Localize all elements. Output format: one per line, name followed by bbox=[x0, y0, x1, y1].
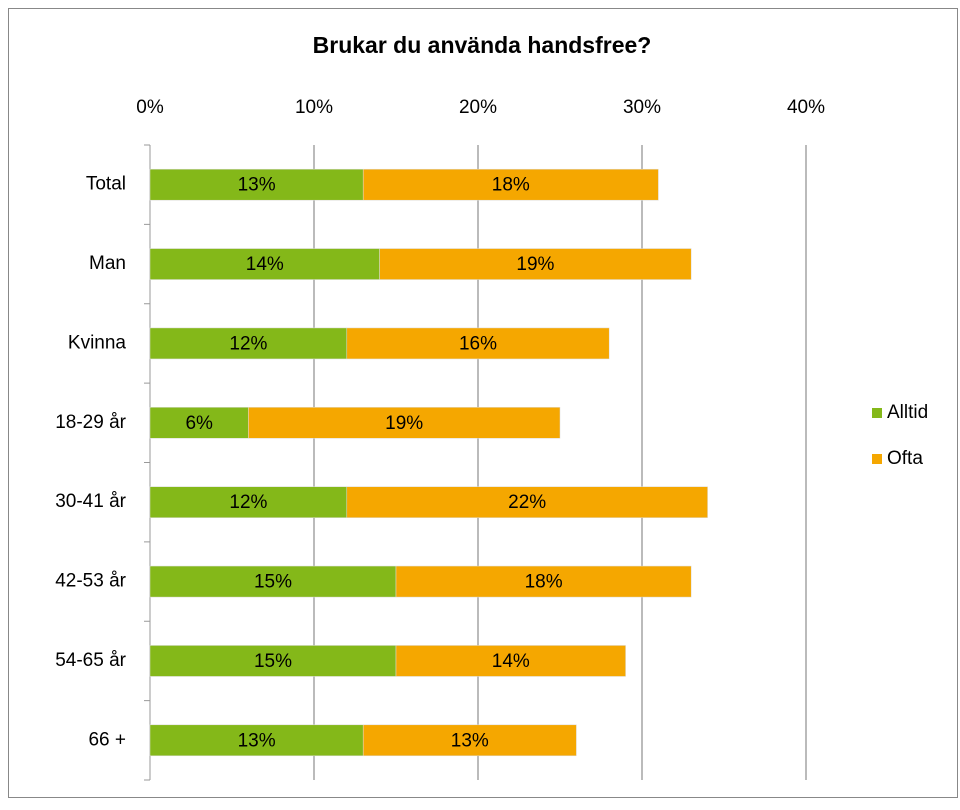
bar-segment bbox=[248, 407, 561, 439]
legend-swatch bbox=[872, 408, 882, 418]
bar-segment bbox=[379, 248, 692, 280]
data-label: 15% bbox=[254, 572, 292, 593]
bar-segment bbox=[395, 645, 626, 677]
data-label: 15% bbox=[254, 651, 292, 672]
data-label: 13% bbox=[451, 730, 489, 751]
legend-label: Alltid bbox=[887, 402, 928, 423]
y-tick-label: Kvinna bbox=[68, 332, 127, 353]
bar-segment bbox=[149, 486, 348, 518]
data-label: 14% bbox=[246, 254, 284, 275]
x-tick-label: 40% bbox=[787, 97, 825, 118]
legend-swatch bbox=[872, 454, 882, 464]
data-label: 19% bbox=[385, 413, 423, 434]
data-label: 6% bbox=[185, 413, 213, 434]
y-tick-label: Total bbox=[86, 174, 126, 195]
data-label: 19% bbox=[516, 254, 554, 275]
bar-segment bbox=[362, 724, 577, 757]
data-label: 12% bbox=[229, 333, 267, 354]
y-tick-label: 30-41 år bbox=[55, 491, 126, 512]
chart-border bbox=[8, 8, 958, 798]
y-tick-label: 42-53 år bbox=[55, 571, 126, 592]
y-tick-label: 66 + bbox=[88, 729, 126, 750]
data-label: 16% bbox=[459, 333, 497, 354]
data-label: 22% bbox=[508, 492, 546, 513]
x-tick-label: 30% bbox=[623, 97, 661, 118]
x-tick-label: 20% bbox=[459, 97, 497, 118]
legend-label: Ofta bbox=[887, 448, 923, 469]
bar-segment bbox=[149, 645, 397, 677]
bar-segment bbox=[346, 486, 708, 518]
bar-segment bbox=[395, 565, 692, 598]
data-label: 14% bbox=[492, 651, 530, 672]
bar-segment bbox=[362, 168, 659, 201]
bar-segment bbox=[149, 724, 364, 757]
data-label: 12% bbox=[229, 492, 267, 513]
bar-segment bbox=[149, 248, 380, 280]
x-tick-label: 10% bbox=[295, 97, 333, 118]
data-label: 13% bbox=[238, 730, 276, 751]
y-tick-label: 18-29 år bbox=[55, 412, 126, 433]
x-tick-label: 0% bbox=[136, 97, 164, 118]
y-tick-label: 54-65 år bbox=[55, 650, 126, 671]
y-tick-label: Man bbox=[89, 253, 126, 274]
data-label: 13% bbox=[238, 175, 276, 196]
chart-title: Brukar du använda handsfree? bbox=[313, 32, 652, 58]
data-label: 18% bbox=[492, 175, 530, 196]
bar-segment bbox=[346, 327, 610, 360]
bar-segment bbox=[149, 327, 348, 360]
bar-segment bbox=[149, 407, 249, 439]
bar-segment bbox=[149, 565, 397, 598]
data-label: 18% bbox=[525, 572, 563, 593]
bar-segment bbox=[149, 168, 364, 201]
